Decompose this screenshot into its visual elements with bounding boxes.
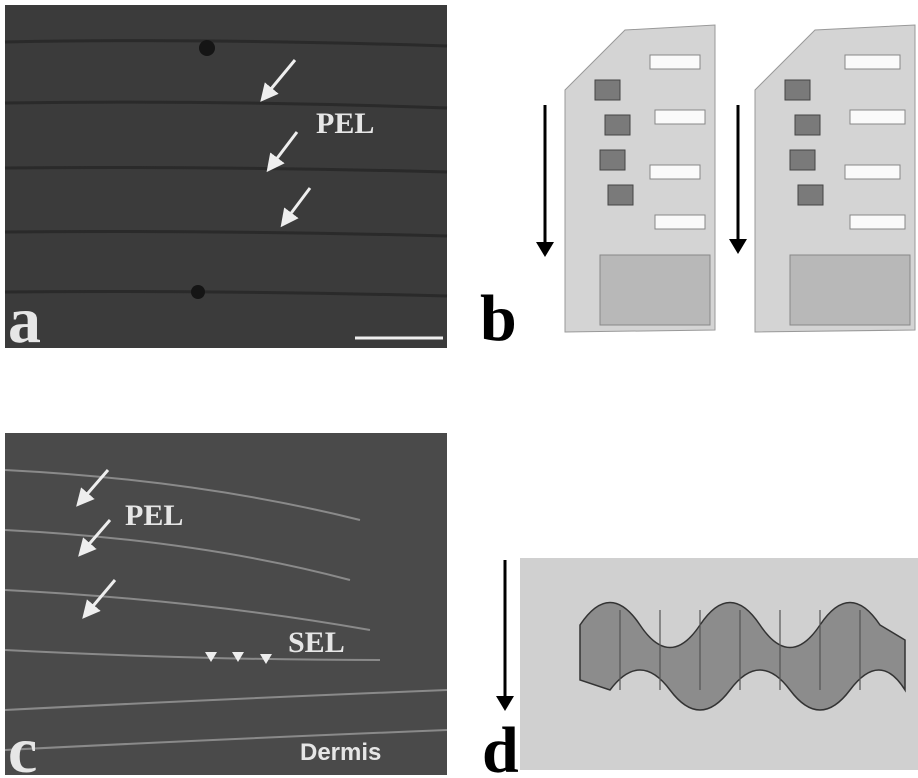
annotation: Dermis — [300, 739, 381, 766]
panel-label: b — [480, 282, 517, 355]
diagram — [565, 25, 915, 332]
panel-c: PEL SEL Dermis c — [5, 433, 447, 778]
panel-b: b — [480, 25, 915, 355]
micrograph — [5, 433, 447, 775]
figure: PEL a b — [0, 0, 918, 778]
panel-d: d — [482, 558, 918, 778]
panel-label: a — [8, 284, 41, 357]
annotation: PEL — [125, 499, 183, 532]
panel-label: c — [8, 714, 37, 778]
panel-label: d — [482, 714, 519, 778]
panel-a: PEL a — [5, 5, 447, 357]
annotation: SEL — [288, 626, 345, 659]
micrograph — [5, 5, 447, 348]
annotation: PEL — [316, 107, 374, 140]
